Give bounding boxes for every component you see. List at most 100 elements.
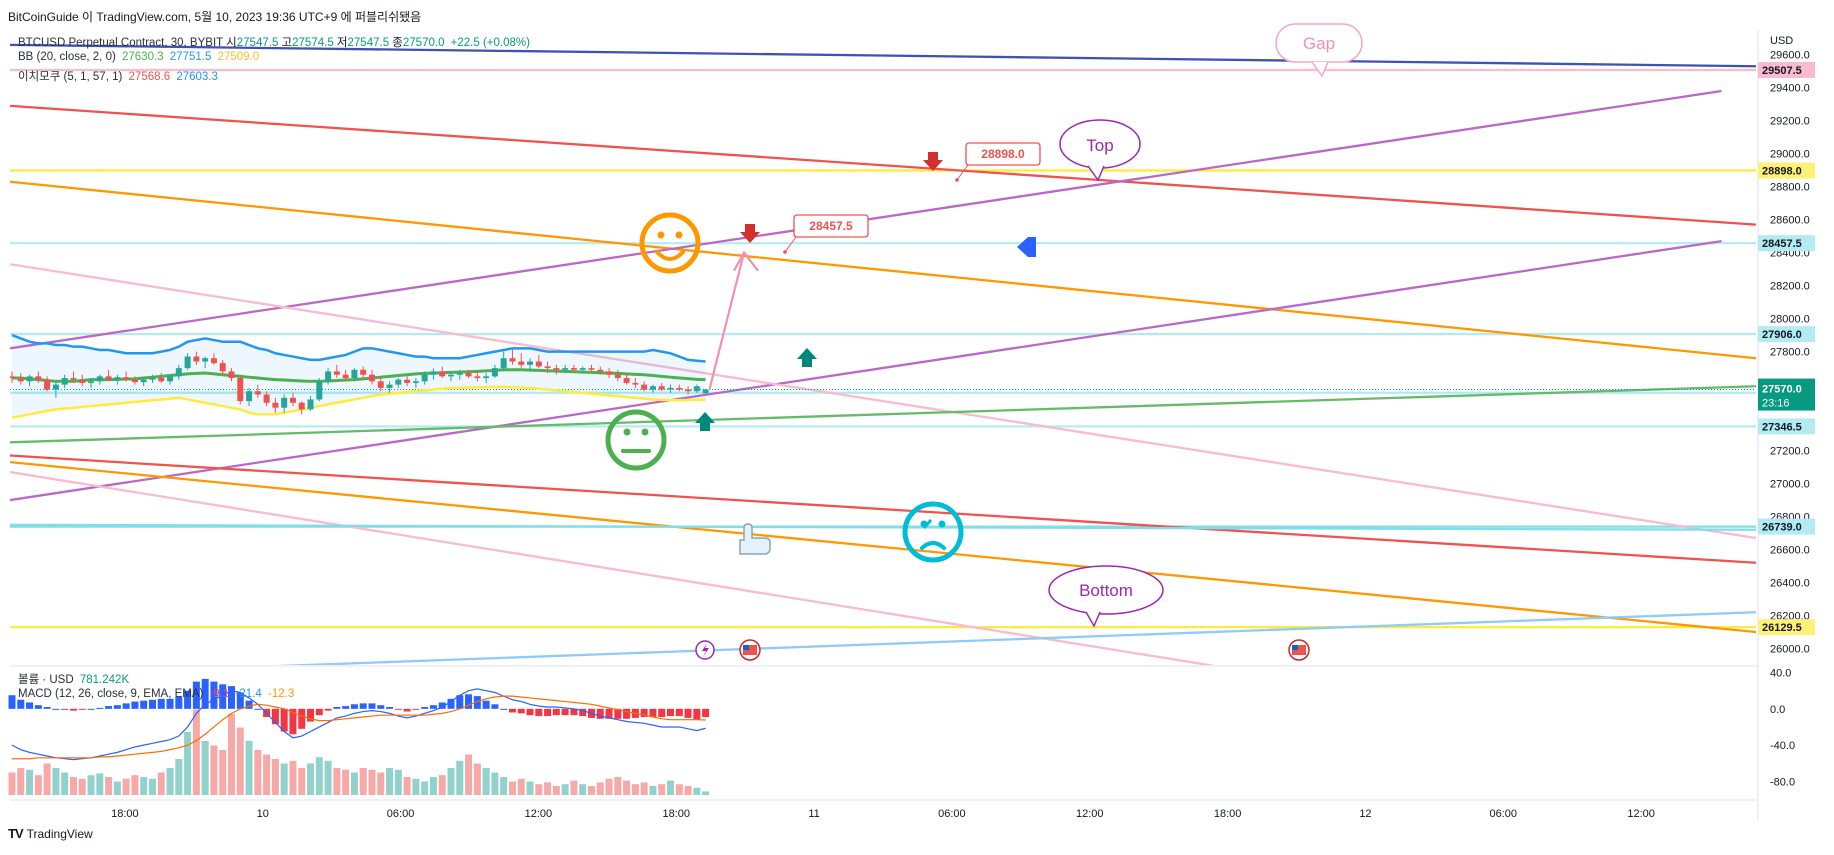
volume-bar-6 — [61, 772, 69, 795]
macd-histogram-bar-26 — [236, 692, 244, 709]
volume-bar-41 — [368, 769, 376, 795]
macd-histogram-bar-21 — [192, 681, 200, 709]
legend-volume-value: 781.242K — [79, 674, 130, 686]
macd-histogram-bar-59 — [526, 708, 534, 716]
macd-histogram-bar-30 — [271, 708, 279, 725]
macd-histogram-bar-77 — [684, 708, 692, 718]
happy-face-icon-left-eye — [657, 231, 665, 239]
trend-line-11 — [275, 611, 1756, 665]
macd-histogram-bar-2 — [26, 702, 34, 709]
volume-bar-51 — [456, 760, 464, 795]
candle-body-5 — [52, 384, 59, 390]
candle-body-13 — [123, 377, 130, 380]
volume-bar-5 — [52, 768, 60, 795]
legend-macd-hist: -9.1 — [209, 688, 230, 700]
volume-bar-75 — [667, 780, 674, 795]
price-axis-tick-0: 29600.0 — [1770, 50, 1810, 62]
macd-histogram-bar-78 — [693, 708, 701, 720]
time-axis-tick-11: 12:00 — [1627, 808, 1655, 820]
candle-body-20 — [184, 356, 191, 369]
bottom-bubble — [1048, 565, 1164, 615]
volume-bar-67 — [596, 782, 604, 795]
macd-histogram-bar-53 — [473, 696, 481, 709]
candle-body-48 — [430, 371, 437, 375]
time-axis-tick-4: 18:00 — [662, 808, 690, 820]
macd-histogram-bar-31 — [280, 708, 288, 732]
candle-body-1 — [17, 378, 24, 382]
legend-symbol: BTCUSD Perpetual Contract, 30, BYBIT — [18, 37, 223, 49]
macd-histogram-bar-7 — [69, 708, 77, 711]
level-tag-0: 29507.5 — [1762, 65, 1802, 77]
macd-histogram-bar-47 — [421, 707, 429, 709]
volume-bar-33 — [298, 768, 306, 795]
macd-histogram-bar-51 — [456, 695, 464, 709]
level-tag-6-bg — [1758, 518, 1815, 535]
trend-line-10 — [10, 523, 1756, 531]
callout-28457-box — [793, 214, 869, 238]
volume-bar-14 — [131, 775, 139, 795]
volume-bar-18 — [166, 768, 174, 795]
legend-bb-upper: 27751.5 — [169, 51, 212, 63]
legend-open-value: 27547.5 — [236, 37, 279, 49]
volume-bar-36 — [324, 760, 332, 795]
macd-histogram-bar-3 — [34, 705, 42, 709]
candle-body-42 — [377, 381, 384, 388]
price-axis-tick-2: 29200.0 — [1770, 116, 1810, 128]
volume-bar-22 — [201, 741, 209, 795]
volume-bar-73 — [649, 786, 657, 795]
volume-bar-60 — [535, 784, 543, 795]
level-tag-5-bg — [1758, 418, 1815, 435]
callout-28898-text: 28898.0 — [981, 147, 1025, 161]
macd-histogram-bar-65 — [579, 708, 587, 717]
macd-histogram-bar-5 — [52, 708, 60, 710]
macd-axis-tick-3: -80.0 — [1770, 776, 1795, 788]
volume-bar-69 — [614, 777, 622, 795]
candle-body-31 — [281, 397, 288, 408]
candle-body-12 — [114, 377, 121, 380]
volume-bar-34 — [307, 763, 315, 795]
legend-symbol-row: BTCUSD Perpetual Contract, 30, BYBIT 시27… — [18, 34, 530, 50]
trend-line-4 — [10, 239, 1722, 502]
candle-body-14 — [131, 379, 138, 383]
candle-body-60 — [535, 361, 542, 367]
blue-left-arrow-tail — [1030, 243, 1036, 251]
bottom-bubble-tail — [1085, 611, 1101, 628]
time-axis-tick-0: 18:00 — [111, 808, 139, 820]
volume-bar-68 — [605, 778, 613, 795]
legend-low-label: 저 — [336, 37, 348, 49]
top-bubble-tail — [1087, 165, 1105, 182]
volume-bar-37 — [333, 768, 341, 795]
footer-brand[interactable]: TV TradingView — [8, 826, 93, 841]
level-tag-3-bg — [1758, 326, 1815, 343]
level-tag-2-bg — [1758, 235, 1815, 252]
macd-histogram-bar-1 — [17, 699, 25, 709]
sad-face-icon-right-eye — [938, 520, 946, 528]
macd-histogram-bar-28 — [254, 708, 262, 710]
event-flag-canton-0 — [743, 645, 749, 650]
macd-histogram-bar-55 — [491, 704, 499, 709]
level-tag-1-bg — [1758, 162, 1815, 179]
candle-body-35 — [316, 381, 323, 400]
gap-annotation-text: Gap — [1303, 34, 1335, 53]
macd-histogram-bar-4 — [43, 707, 51, 709]
top-annotation-text: Top — [1086, 136, 1113, 155]
legend-bb-basis: 27630.3 — [122, 51, 164, 63]
macd-histogram-bar-19 — [175, 697, 183, 709]
candle-body-63 — [562, 368, 569, 370]
candle-body-34 — [307, 399, 314, 410]
volume-bar-26 — [236, 727, 244, 795]
volume-bar-15 — [140, 777, 148, 795]
macd-histogram-bar-45 — [403, 708, 411, 712]
candle-body-73 — [649, 386, 656, 390]
publish-header: BitCoinGuide 이 TradingView.com, 5월 10, 2… — [8, 10, 422, 24]
time-axis-tick-3: 12:00 — [525, 808, 553, 820]
time-axis-tick-8: 18:00 — [1214, 808, 1242, 820]
price-axis-tick-1: 29400.0 — [1770, 83, 1810, 95]
current-price-countdown: 23:16 — [1762, 398, 1790, 410]
volume-bar-29 — [263, 754, 271, 795]
macd-histogram-bar-69 — [614, 708, 622, 719]
candle-body-72 — [641, 384, 648, 390]
callout-28457-leader — [784, 236, 797, 253]
